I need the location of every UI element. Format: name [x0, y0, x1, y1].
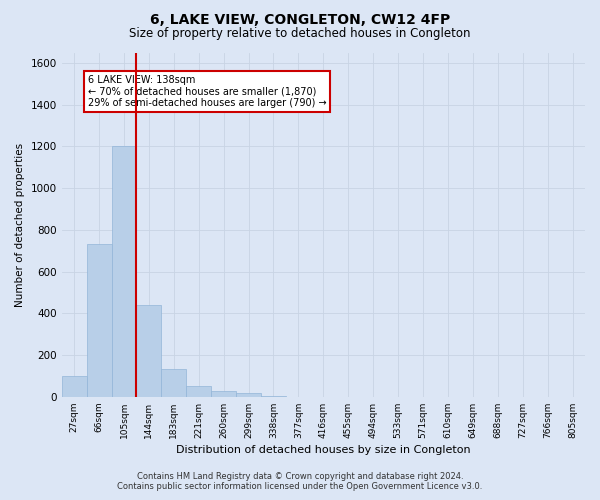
Bar	[86, 244, 112, 397]
Text: 6, LAKE VIEW, CONGLETON, CW12 4FP: 6, LAKE VIEW, CONGLETON, CW12 4FP	[150, 12, 450, 26]
Bar	[112, 146, 136, 397]
Bar	[211, 390, 236, 397]
Y-axis label: Number of detached properties: Number of detached properties	[15, 142, 25, 306]
Bar	[161, 368, 186, 397]
Bar	[186, 386, 211, 397]
Text: Contains HM Land Registry data © Crown copyright and database right 2024.
Contai: Contains HM Land Registry data © Crown c…	[118, 472, 482, 491]
Bar	[261, 396, 286, 397]
Bar	[236, 392, 261, 397]
Bar	[136, 305, 161, 397]
Bar	[62, 376, 86, 397]
Text: Size of property relative to detached houses in Congleton: Size of property relative to detached ho…	[129, 28, 471, 40]
Text: 6 LAKE VIEW: 138sqm
← 70% of detached houses are smaller (1,870)
29% of semi-det: 6 LAKE VIEW: 138sqm ← 70% of detached ho…	[88, 75, 326, 108]
X-axis label: Distribution of detached houses by size in Congleton: Distribution of detached houses by size …	[176, 445, 470, 455]
